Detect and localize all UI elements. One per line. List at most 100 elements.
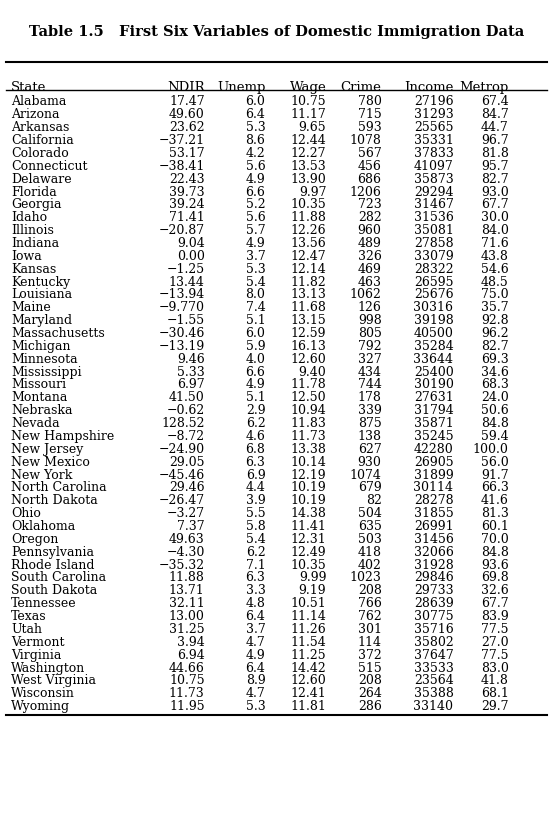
Text: 4.7: 4.7 <box>246 687 265 701</box>
Text: Rhode Island: Rhode Island <box>11 559 95 572</box>
Text: 13.38: 13.38 <box>290 443 326 456</box>
Text: 14.42: 14.42 <box>290 662 326 675</box>
Text: 326: 326 <box>358 250 382 263</box>
Text: Texas: Texas <box>11 610 46 623</box>
Text: 10.19: 10.19 <box>290 495 326 507</box>
Text: Minnesota: Minnesota <box>11 353 77 366</box>
Text: Kentucky: Kentucky <box>11 276 70 289</box>
Text: 39.24: 39.24 <box>169 198 205 212</box>
Text: Louisiana: Louisiana <box>11 289 72 301</box>
Text: 138: 138 <box>358 430 382 443</box>
Text: 5.8: 5.8 <box>246 520 265 533</box>
Text: −30.46: −30.46 <box>158 327 205 340</box>
Text: 1074: 1074 <box>349 468 382 481</box>
Text: 28639: 28639 <box>414 598 453 610</box>
Text: 71.41: 71.41 <box>169 212 205 224</box>
Text: 208: 208 <box>358 584 382 598</box>
Text: 83.0: 83.0 <box>481 662 509 675</box>
Text: 35716: 35716 <box>414 622 453 636</box>
Text: 301: 301 <box>358 622 382 636</box>
Text: 28322: 28322 <box>414 263 453 276</box>
Text: Utah: Utah <box>11 622 42 636</box>
Text: 372: 372 <box>358 649 382 662</box>
Text: 339: 339 <box>358 404 382 417</box>
Text: New York: New York <box>11 468 72 481</box>
Text: 11.88: 11.88 <box>290 212 326 224</box>
Text: 5.1: 5.1 <box>246 392 265 404</box>
Text: 33533: 33533 <box>414 662 453 675</box>
Text: 6.3: 6.3 <box>246 456 265 469</box>
Text: 930: 930 <box>358 456 382 469</box>
Text: 41.6: 41.6 <box>481 495 509 507</box>
Text: Nebraska: Nebraska <box>11 404 72 417</box>
Text: 27196: 27196 <box>414 95 453 109</box>
Text: −1.55: −1.55 <box>166 315 205 327</box>
Text: 10.14: 10.14 <box>290 456 326 469</box>
Text: New Hampshire: New Hampshire <box>11 430 114 443</box>
Text: 13.44: 13.44 <box>169 276 205 289</box>
Text: California: California <box>11 134 74 147</box>
Text: Michigan: Michigan <box>11 340 71 353</box>
Text: Table 1.5   First Six Variables of Domestic Immigration Data: Table 1.5 First Six Variables of Domesti… <box>29 25 524 39</box>
Text: 208: 208 <box>358 675 382 687</box>
Text: 6.0: 6.0 <box>246 95 265 109</box>
Text: 5.1: 5.1 <box>246 315 265 327</box>
Text: 35284: 35284 <box>414 340 453 353</box>
Text: 11.78: 11.78 <box>290 378 326 392</box>
Text: 4.2: 4.2 <box>246 147 265 160</box>
Text: 12.47: 12.47 <box>291 250 326 263</box>
Text: 23.62: 23.62 <box>169 121 205 134</box>
Text: −1.25: −1.25 <box>166 263 205 276</box>
Text: 96.2: 96.2 <box>481 327 509 340</box>
Text: 456: 456 <box>358 159 382 173</box>
Text: −9.770: −9.770 <box>159 301 205 315</box>
Text: 5.9: 5.9 <box>246 340 265 353</box>
Text: 11.68: 11.68 <box>290 301 326 315</box>
Text: 11.88: 11.88 <box>169 572 205 584</box>
Text: 69.3: 69.3 <box>481 353 509 366</box>
Text: 31855: 31855 <box>414 507 453 520</box>
Text: 12.49: 12.49 <box>291 546 326 559</box>
Text: −13.19: −13.19 <box>158 340 205 353</box>
Text: 762: 762 <box>358 610 382 623</box>
Text: 4.9: 4.9 <box>246 237 265 250</box>
Text: Iowa: Iowa <box>11 250 42 263</box>
Text: 66.3: 66.3 <box>481 481 509 495</box>
Text: 6.9: 6.9 <box>246 468 265 481</box>
Text: New Mexico: New Mexico <box>11 456 90 469</box>
Text: Mississippi: Mississippi <box>11 366 82 378</box>
Text: 9.04: 9.04 <box>177 237 205 250</box>
Text: 128.52: 128.52 <box>161 417 205 430</box>
Text: 48.5: 48.5 <box>481 276 509 289</box>
Text: 25565: 25565 <box>414 121 453 134</box>
Text: 11.82: 11.82 <box>290 276 326 289</box>
Text: 26595: 26595 <box>414 276 453 289</box>
Text: 29846: 29846 <box>414 572 453 584</box>
Text: 10.35: 10.35 <box>290 559 326 572</box>
Text: 83.9: 83.9 <box>481 610 509 623</box>
Text: Massachusetts: Massachusetts <box>11 327 105 340</box>
Text: 13.71: 13.71 <box>169 584 205 598</box>
Text: 5.3: 5.3 <box>246 701 265 713</box>
Text: 68.3: 68.3 <box>481 378 509 392</box>
Text: 10.94: 10.94 <box>290 404 326 417</box>
Text: 744: 744 <box>358 378 382 392</box>
Text: 44.7: 44.7 <box>481 121 509 134</box>
Text: 91.7: 91.7 <box>481 468 509 481</box>
Text: 11.73: 11.73 <box>290 430 326 443</box>
Text: 35081: 35081 <box>414 224 453 237</box>
Text: 9.65: 9.65 <box>299 121 326 134</box>
Text: 93.0: 93.0 <box>481 186 509 198</box>
Text: Colorado: Colorado <box>11 147 69 160</box>
Text: 54.6: 54.6 <box>481 263 509 276</box>
Text: 30.0: 30.0 <box>481 212 509 224</box>
Text: 29294: 29294 <box>414 186 453 198</box>
Text: 114: 114 <box>358 636 382 649</box>
Text: 6.4: 6.4 <box>246 662 265 675</box>
Text: 5.4: 5.4 <box>246 276 265 289</box>
Text: 7.1: 7.1 <box>246 559 265 572</box>
Text: 67.7: 67.7 <box>481 598 509 610</box>
Text: 95.7: 95.7 <box>481 159 509 173</box>
Text: 4.6: 4.6 <box>246 430 265 443</box>
Text: Income: Income <box>404 81 453 94</box>
